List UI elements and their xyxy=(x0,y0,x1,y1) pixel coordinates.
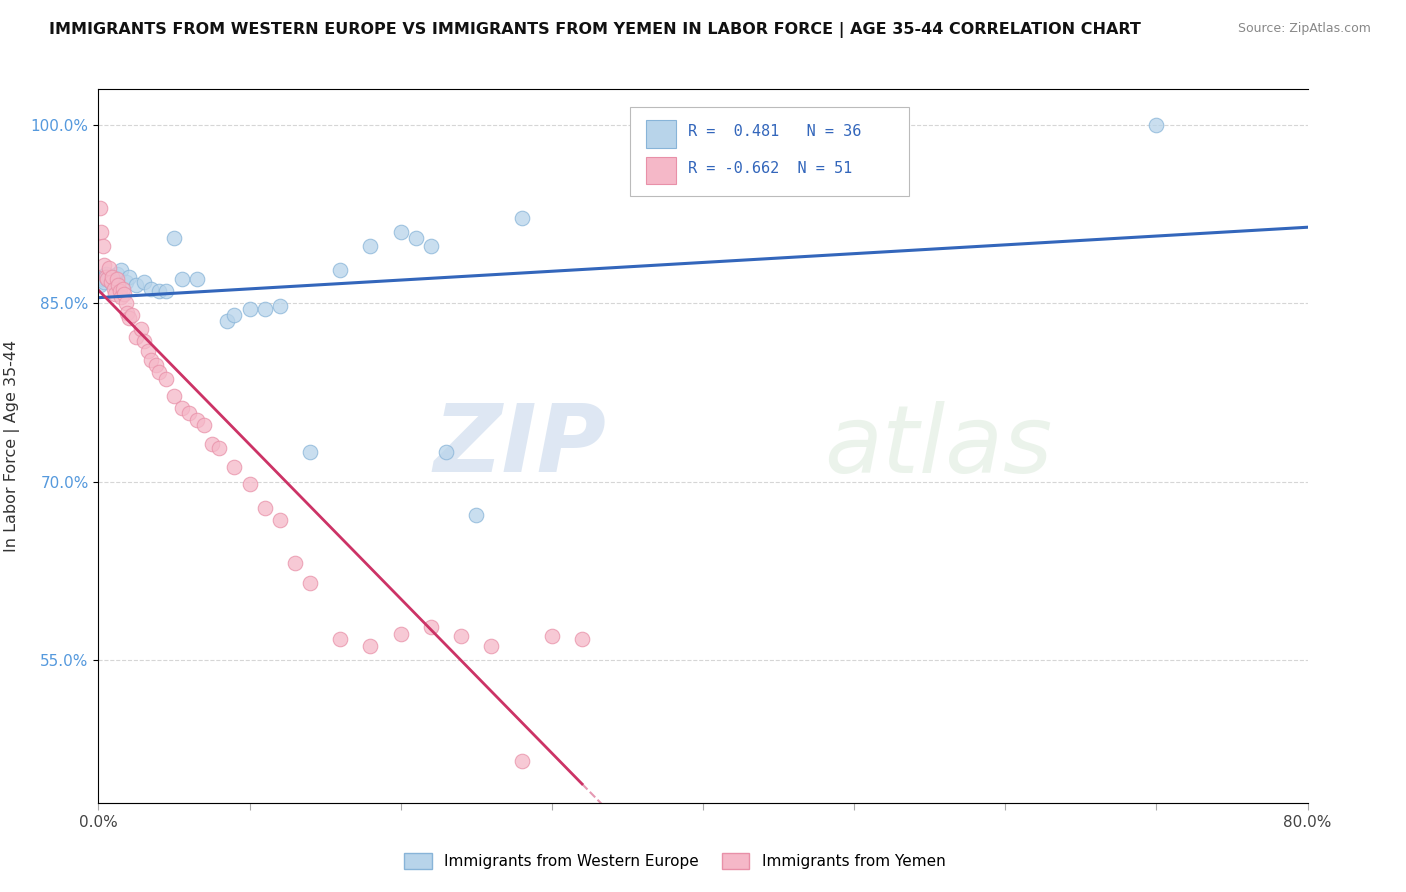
Point xyxy=(105,272,128,286)
Point xyxy=(98,270,121,285)
Point xyxy=(108,285,131,299)
Point xyxy=(179,406,201,420)
Point xyxy=(103,270,125,285)
Bar xyxy=(647,157,676,185)
Point xyxy=(136,343,159,358)
Point xyxy=(299,575,322,590)
Text: Source: ZipAtlas.com: Source: ZipAtlas.com xyxy=(1237,22,1371,36)
Point xyxy=(145,358,167,372)
Point xyxy=(107,278,129,293)
FancyBboxPatch shape xyxy=(630,107,908,196)
Point xyxy=(201,436,224,450)
Point xyxy=(450,629,472,643)
Point xyxy=(90,270,112,285)
Point xyxy=(112,286,135,301)
Point xyxy=(104,286,127,301)
Point xyxy=(101,270,124,285)
Point xyxy=(93,258,115,272)
Point xyxy=(118,270,141,285)
Point xyxy=(510,754,533,768)
Bar xyxy=(647,120,676,147)
Point xyxy=(215,314,238,328)
Point xyxy=(125,278,148,293)
Point xyxy=(96,272,118,286)
Point xyxy=(163,389,186,403)
Point xyxy=(420,620,443,634)
Point xyxy=(89,278,111,293)
Point xyxy=(224,460,246,475)
Point xyxy=(420,239,443,253)
Text: ZIP: ZIP xyxy=(433,400,606,492)
Point xyxy=(253,500,276,515)
Point xyxy=(103,282,125,296)
Point xyxy=(269,513,291,527)
Point xyxy=(465,508,488,522)
Text: IMMIGRANTS FROM WESTERN EUROPE VS IMMIGRANTS FROM YEMEN IN LABOR FORCE | AGE 35-: IMMIGRANTS FROM WESTERN EUROPE VS IMMIGR… xyxy=(49,22,1142,38)
Point xyxy=(94,270,117,285)
Point xyxy=(89,201,111,215)
Point xyxy=(405,231,427,245)
Point xyxy=(148,285,170,299)
Point xyxy=(434,445,457,459)
Point xyxy=(540,629,562,643)
Point xyxy=(94,267,117,281)
Point xyxy=(284,556,307,570)
Point xyxy=(125,329,148,343)
Point xyxy=(100,275,122,289)
Point xyxy=(121,308,143,322)
Point xyxy=(329,632,352,646)
Point xyxy=(481,639,503,653)
Point xyxy=(170,272,193,286)
Point xyxy=(141,282,163,296)
Point xyxy=(208,442,231,456)
Point xyxy=(571,632,593,646)
Point xyxy=(141,353,163,368)
Point xyxy=(193,417,215,432)
Point xyxy=(155,372,177,386)
Point xyxy=(114,275,136,289)
Point xyxy=(114,296,136,310)
Point xyxy=(98,260,121,275)
Point xyxy=(1144,118,1167,132)
Point xyxy=(170,401,193,415)
Point xyxy=(105,267,128,281)
Point xyxy=(115,306,138,320)
Point xyxy=(110,263,132,277)
Point xyxy=(360,239,382,253)
Y-axis label: In Labor Force | Age 35-44: In Labor Force | Age 35-44 xyxy=(4,340,20,552)
Point xyxy=(510,211,533,225)
Point xyxy=(360,639,382,653)
Point xyxy=(155,285,177,299)
Point xyxy=(91,272,114,286)
Point xyxy=(253,302,276,317)
Point xyxy=(118,310,141,325)
Point xyxy=(132,275,155,289)
Point xyxy=(129,322,152,336)
Point xyxy=(163,231,186,245)
Point xyxy=(389,225,412,239)
Text: R =  0.481   N = 36: R = 0.481 N = 36 xyxy=(689,125,862,139)
Point xyxy=(329,263,352,277)
Text: R = -0.662  N = 51: R = -0.662 N = 51 xyxy=(689,161,853,177)
Legend: Immigrants from Western Europe, Immigrants from Yemen: Immigrants from Western Europe, Immigran… xyxy=(398,847,952,875)
Point xyxy=(100,275,122,289)
Point xyxy=(111,282,134,296)
Point xyxy=(224,308,246,322)
Point xyxy=(110,290,132,304)
Point xyxy=(91,239,114,253)
Point xyxy=(148,365,170,379)
Point xyxy=(90,225,112,239)
Point xyxy=(239,302,262,317)
Point xyxy=(269,299,291,313)
Point xyxy=(299,445,322,459)
Point xyxy=(186,272,208,286)
Point xyxy=(93,275,115,289)
Point xyxy=(96,272,118,286)
Point xyxy=(239,477,262,491)
Point xyxy=(132,334,155,349)
Point xyxy=(389,627,412,641)
Text: atlas: atlas xyxy=(824,401,1052,491)
Point xyxy=(186,413,208,427)
